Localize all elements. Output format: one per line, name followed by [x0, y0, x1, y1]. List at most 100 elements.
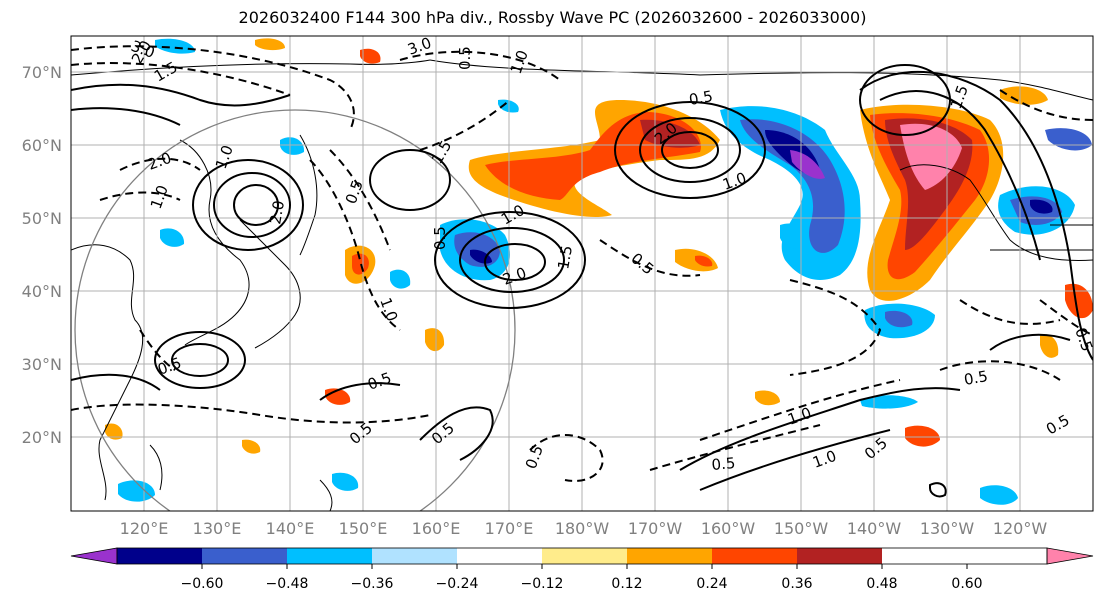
colorbar-segment [202, 548, 287, 564]
colorbar: −0.60 −0.48 −0.36 −0.24 −0.12 0.12 0.24 … [70, 547, 1094, 592]
coastline [899, 164, 1093, 261]
lon-label: 180°W [555, 519, 610, 538]
lat-label: 40°N [22, 282, 62, 301]
contour-line [679, 387, 961, 471]
lon-label: 130°W [920, 519, 975, 538]
map-area: 3.0 3.0 1.5 2.0 1.0 1.5 0.5 1.0 2.0 1.0 … [71, 36, 1093, 511]
contour-label: 0.5 [711, 454, 736, 474]
lat-label: 30°N [22, 355, 62, 374]
contour-line [639, 117, 741, 183]
contour-line [119, 157, 201, 171]
positive-div-area [755, 390, 780, 406]
negative-div-area [118, 480, 155, 502]
lon-label: 160°E [412, 519, 461, 538]
coastline [71, 244, 144, 501]
contour-line [989, 333, 1071, 351]
colorbar-segment [712, 548, 797, 564]
contour-line [71, 403, 431, 424]
negative-div-area [790, 150, 825, 179]
contour-line [233, 184, 279, 226]
coastline [149, 444, 333, 511]
contour-line [369, 149, 451, 211]
lon-label: 120°W [993, 519, 1048, 538]
contour-line [459, 227, 565, 293]
coastline [429, 59, 1093, 101]
contour-line [192, 159, 304, 251]
lon-label: 130°E [193, 519, 242, 538]
colorbar-extend-high [1046, 547, 1094, 565]
coastlines [71, 59, 1093, 511]
negative-div-area [885, 310, 913, 328]
contour-line [71, 62, 291, 96]
colorbar-extend-low [70, 547, 118, 565]
latitude-labels: 70°N 60°N 50°N 40°N 30°N 20°N [22, 63, 62, 447]
negative-div-area [390, 269, 411, 289]
negative-div-area [470, 249, 492, 264]
contour-line [614, 101, 766, 199]
contour-line [661, 131, 719, 169]
colorbar-tick-label: −0.60 [181, 576, 224, 592]
map-title: 2026032400 F144 300 hPa div., Rossby Wav… [238, 8, 867, 27]
positive-div-area [360, 48, 381, 64]
colorbar-tick-label: −0.48 [266, 576, 309, 592]
positive-div-area [1000, 86, 1048, 105]
coastline [990, 224, 1093, 251]
dashed-contours [71, 45, 1093, 482]
colorbar-tick-label: 0.12 [611, 576, 642, 592]
contour-line [99, 191, 181, 201]
contour-line [71, 83, 291, 107]
lon-label: 120°E [120, 519, 169, 538]
contour-line [71, 107, 181, 126]
lon-label: 150°W [774, 519, 829, 538]
contour-line [329, 149, 391, 251]
colorbar-tick-label: −0.12 [521, 576, 564, 592]
positive-div-area [352, 253, 369, 275]
contour-line [649, 424, 821, 471]
colorbar-tick-label: −0.36 [351, 576, 394, 592]
contour-line [399, 50, 561, 81]
negative-div-area [1030, 199, 1053, 214]
lon-label: 170°E [485, 519, 534, 538]
contour-label: 0.5 [963, 367, 990, 389]
contour-line [939, 360, 1061, 381]
negative-div-area [740, 119, 845, 253]
contour-line [529, 434, 604, 482]
positive-div-area [425, 328, 445, 352]
colorbar-segment [287, 548, 372, 564]
contour-line [699, 429, 891, 491]
solid-contours [71, 64, 1093, 498]
negative-div-area [498, 99, 519, 113]
lon-label: 140°E [266, 519, 315, 538]
contour-line [319, 382, 401, 401]
colorbar-segment [117, 548, 202, 564]
contour-line [419, 99, 511, 151]
contour-line [434, 211, 586, 309]
contour-line [929, 482, 947, 498]
coastline [71, 59, 431, 76]
contour-line [309, 159, 401, 331]
lon-label: 150°E [339, 519, 388, 538]
colorbar-segment [372, 548, 457, 564]
positive-div-area [255, 38, 285, 51]
positive-div-area [1065, 283, 1093, 319]
negative-div-area [155, 38, 195, 54]
contour-line [859, 70, 1093, 361]
coastline [239, 219, 301, 349]
lat-label: 20°N [22, 428, 62, 447]
lat-label: 60°N [22, 136, 62, 155]
contour-line [599, 239, 701, 277]
contour-label: 0.5 [456, 46, 474, 70]
colorbar-tick-label: −0.24 [436, 576, 479, 592]
lat-label: 50°N [22, 209, 62, 228]
contour-line [484, 243, 546, 281]
contour-line [171, 343, 229, 377]
contour-label: 0.5 [431, 226, 449, 250]
colorbar-segment [627, 548, 712, 564]
positive-div-area [905, 425, 940, 447]
coastline [299, 134, 318, 256]
lon-label: 170°W [628, 519, 683, 538]
contour-label: 1.5 [554, 244, 576, 271]
contour-line [139, 329, 176, 371]
positive-div-area [105, 423, 123, 440]
colorbar-tick-label: 0.24 [696, 576, 727, 592]
